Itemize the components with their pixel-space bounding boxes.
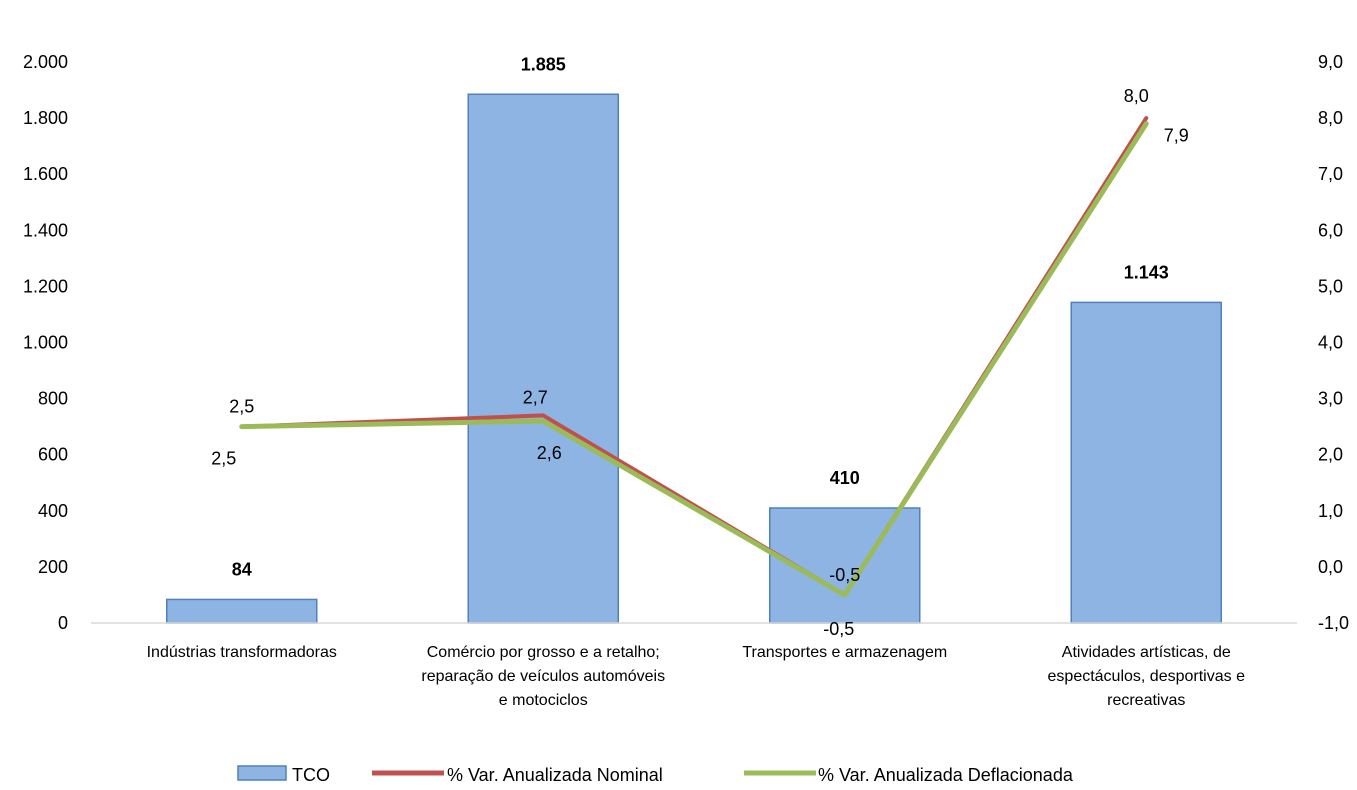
bar-value-label: 1.885 [521,54,566,74]
bar-value-label: 84 [232,559,252,579]
y-left-tick-label: 1.000 [23,333,68,353]
line-value-label: -0,5 [823,619,854,639]
x-category-label: Atividades artísticas, de espectáculos, d… [1048,644,1246,709]
legend-label-tco: TCO [292,765,330,785]
line-value-label: 7,9 [1164,126,1189,146]
x-category-label: Transportes e armazenagem [742,644,947,661]
y-left-tick-label: 2.000 [23,52,68,72]
bar-value-label: 410 [830,468,860,488]
y-left-tick-label: 1.800 [23,108,68,128]
y-left-tick-label: 400 [38,501,68,521]
data-labels: 84 1.885 410 1.143 2,5 2,7 -0,5 8,0 2,5 2,6 -0,5 7,… [211,54,1189,639]
x-category-label: Comércio por grosso e a retalho; reparaçã… [421,644,665,709]
y-right-tick-label: 1,0 [1318,501,1343,521]
y-left-tick-label: 600 [38,445,68,465]
line-value-label: 2,5 [211,449,236,469]
bar [166,598,318,624]
bar [1070,301,1222,624]
line-value-label: 8,0 [1124,86,1149,106]
bar-series [166,93,1222,624]
line-series [239,116,1149,598]
x-category-label: Indústrias transformadoras [147,644,337,661]
series-line [239,116,1149,597]
y-right-tick-label: 8,0 [1318,108,1343,128]
legend-swatch-tco [237,765,287,781]
line-value-label: -0,5 [829,565,860,585]
y-right-tick-label: -1,0 [1318,613,1349,633]
legend: TCO % Var. Anualizada Nominal % Var. Anual… [237,765,1074,785]
y-right-tick-label: 6,0 [1318,220,1343,240]
y-right-tick-label: 3,0 [1318,389,1343,409]
y-left-tick-label: 200 [38,557,68,577]
y-right-tick-label: 7,0 [1318,164,1343,184]
line-value-label: 2,6 [537,443,562,463]
y-right-tick-label: 0,0 [1318,557,1343,577]
legend-label-deflated: % Var. Anualizada Deflacionada [818,765,1074,785]
line-value-label: 2,5 [229,397,254,417]
y-left-tick-label: 1.200 [23,276,68,296]
y-left-tick-label: 800 [38,389,68,409]
y-left-tick-label: 0 [58,613,68,633]
y-right-tick-label: 5,0 [1318,276,1343,296]
line-value-label: 2,7 [523,387,548,407]
y-right-tick-label: 4,0 [1318,333,1343,353]
legend-label-nominal: % Var. Anualizada Nominal [447,765,663,785]
bar-value-label: 1.143 [1124,262,1169,282]
bar [467,93,619,624]
y-right-tick-label: 2,0 [1318,445,1343,465]
y-left-tick-label: 1.600 [23,164,68,184]
y-left-tick-label: 1.400 [23,220,68,240]
series-line [239,121,1149,598]
axes: 0 200 400 600 800 1.000 1.200 1.400 1.600 1.800 2.… [23,52,1349,709]
y-right-tick-label: 9,0 [1318,52,1343,72]
